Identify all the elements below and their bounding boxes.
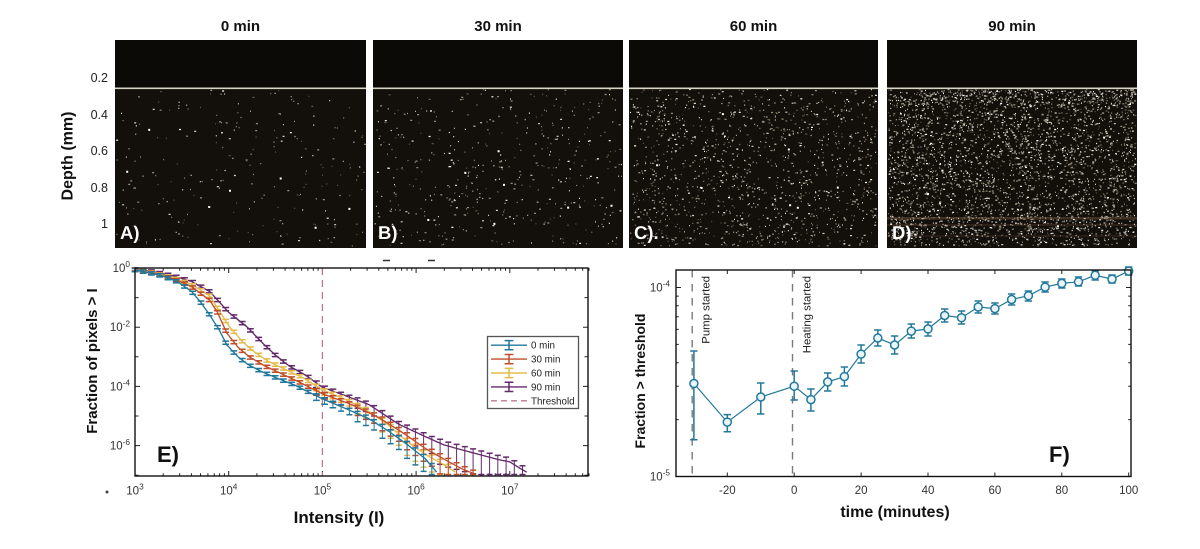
svg-text:10-5: 10-5	[650, 468, 671, 484]
svg-text:106: 106	[407, 482, 425, 498]
svg-text:103: 103	[126, 482, 144, 498]
svg-text:10-2: 10-2	[110, 318, 131, 334]
svg-text:-20: -20	[719, 485, 736, 497]
svg-text:105: 105	[314, 482, 332, 498]
svg-text:F): F)	[1049, 442, 1070, 467]
svg-text:80: 80	[1055, 485, 1068, 497]
svg-text:104: 104	[220, 482, 238, 498]
svg-text:60 min: 60 min	[531, 369, 560, 380]
svg-text:10-4: 10-4	[650, 279, 671, 295]
svg-text:20: 20	[855, 485, 868, 497]
svg-text:Fraction > threshold: Fraction > threshold	[632, 314, 648, 449]
svg-text:90 min: 90 min	[531, 382, 560, 393]
svg-text:time (minutes): time (minutes)	[840, 504, 949, 521]
svg-text:Fraction of pixels > I: Fraction of pixels > I	[84, 288, 101, 433]
svg-text:30 min: 30 min	[531, 355, 560, 366]
svg-text:Pump started: Pump started	[701, 276, 713, 344]
svg-text:Intensity (I): Intensity (I)	[294, 508, 385, 527]
svg-text:100: 100	[1119, 485, 1138, 497]
svg-text:10-4: 10-4	[110, 378, 131, 394]
svg-text:10-6: 10-6	[110, 437, 131, 453]
svg-text:100: 100	[113, 259, 131, 275]
svg-text:107: 107	[501, 482, 519, 498]
svg-text:Heating started: Heating started	[802, 276, 814, 353]
svg-text:0 min: 0 min	[531, 341, 555, 352]
svg-text:40: 40	[922, 485, 935, 497]
svg-text:E): E)	[157, 442, 179, 467]
svg-text:0: 0	[791, 485, 797, 497]
svg-text:60: 60	[989, 485, 1002, 497]
svg-text:Threshold: Threshold	[531, 396, 575, 407]
